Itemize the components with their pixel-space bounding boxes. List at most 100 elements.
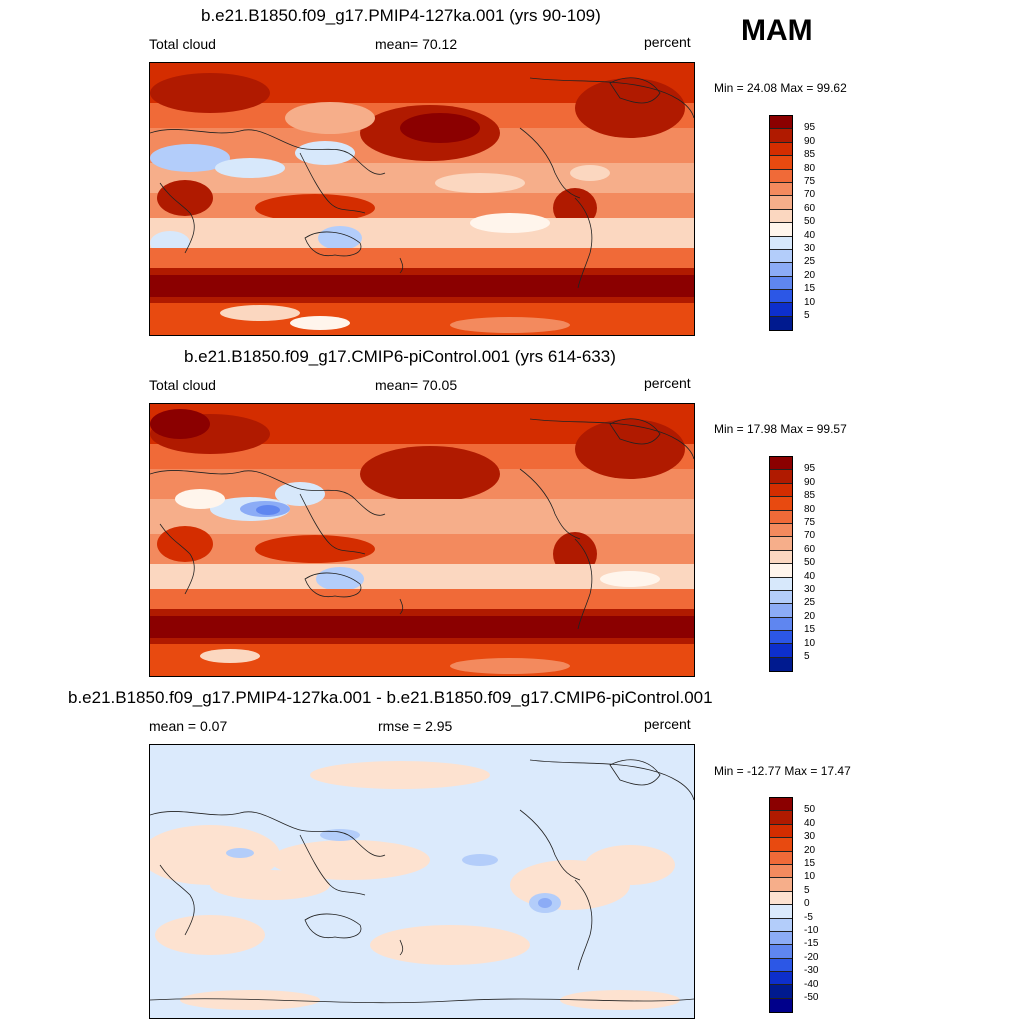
colorbar-tick-label: -15 bbox=[804, 938, 819, 950]
colorbar-tick-label: -40 bbox=[804, 978, 819, 990]
colorbar-swatch bbox=[770, 931, 792, 946]
colorbar-swatch bbox=[770, 196, 792, 210]
colorbar-swatch bbox=[770, 142, 792, 157]
panel-2-title: b.e21.B1850.f09_g17.CMIP6-piControl.001 … bbox=[184, 347, 616, 366]
colorbar-tick-label: -30 bbox=[804, 965, 819, 977]
colorbar-swatch bbox=[770, 985, 792, 999]
colorbar-tick-label: -50 bbox=[804, 992, 819, 1003]
colorbar-swatch bbox=[770, 905, 792, 919]
colorbar-swatch bbox=[770, 263, 792, 277]
colorbar-swatch bbox=[770, 657, 792, 672]
colorbar-swatch bbox=[770, 824, 792, 839]
colorbar-swatch bbox=[770, 523, 792, 538]
colorbar-swatch bbox=[770, 116, 792, 130]
colorbar-tick-label: 85 bbox=[804, 149, 816, 161]
panel-1-map bbox=[149, 62, 695, 336]
panel-3-mean-label: mean = 0.07 bbox=[149, 718, 228, 734]
colorbar-swatch bbox=[770, 604, 792, 618]
colorbar-tick-label: 15 bbox=[804, 624, 816, 636]
colorbar-tick-label: 90 bbox=[804, 135, 816, 147]
colorbar-tick-label: 95 bbox=[804, 463, 816, 475]
colorbar-tick-label: 30 bbox=[804, 831, 816, 843]
colorbar-swatch bbox=[770, 564, 792, 578]
colorbar-tick-label: 30 bbox=[804, 584, 816, 595]
colorbar-swatch bbox=[770, 945, 792, 959]
colorbar-tick-label: -20 bbox=[804, 951, 819, 963]
colorbar-swatch bbox=[770, 182, 792, 197]
colorbar-tick-label: 20 bbox=[804, 269, 816, 281]
colorbar-swatch bbox=[770, 590, 792, 605]
panel-3-map-field bbox=[150, 745, 694, 1018]
colorbar-swatch bbox=[770, 918, 792, 932]
colorbar-swatch bbox=[770, 617, 792, 632]
colorbar-tick-label: 70 bbox=[804, 530, 816, 542]
colorbar-swatch bbox=[770, 798, 792, 812]
colorbar-swatch bbox=[770, 276, 792, 291]
colorbar-tick-label: 5 bbox=[804, 310, 810, 321]
panel-1-colorbar bbox=[769, 115, 793, 332]
colorbar-tick-label: 75 bbox=[804, 176, 816, 187]
colorbar-swatch bbox=[770, 483, 792, 498]
colorbar-swatch bbox=[770, 470, 792, 484]
colorbar-tick-label: 5 bbox=[804, 884, 810, 896]
colorbar-swatch bbox=[770, 838, 792, 852]
colorbar-swatch bbox=[770, 644, 792, 658]
colorbar-tick-label: 60 bbox=[804, 543, 816, 555]
colorbar-swatch bbox=[770, 510, 792, 524]
panel-1-title: b.e21.B1850.f09_g17.PMIP4-127ka.001 (yrs… bbox=[201, 6, 601, 25]
panel-1-minmax: Min = 24.08 Max = 99.62 bbox=[714, 81, 847, 95]
colorbar-tick-label: 40 bbox=[804, 817, 816, 829]
colorbar-swatch bbox=[770, 878, 792, 892]
colorbar-swatch bbox=[770, 169, 792, 183]
colorbar-tick-label: -10 bbox=[804, 925, 819, 936]
panel-1-mean-label: mean= 70.12 bbox=[375, 36, 458, 52]
panel-1-variable-label: Total cloud bbox=[149, 36, 216, 52]
colorbar-swatch bbox=[770, 550, 792, 565]
colorbar-swatch bbox=[770, 249, 792, 264]
colorbar-swatch bbox=[770, 537, 792, 551]
colorbar-tick-label: 80 bbox=[804, 162, 816, 174]
panel-2-map bbox=[149, 403, 695, 677]
colorbar-tick-label: -5 bbox=[804, 911, 813, 923]
colorbar-tick-label: 20 bbox=[804, 844, 816, 856]
panel-3-units-label: percent bbox=[644, 716, 691, 732]
colorbar-tick-label: 40 bbox=[804, 229, 816, 241]
colorbar-tick-label: 5 bbox=[804, 651, 810, 662]
panel-3-map bbox=[149, 744, 695, 1019]
colorbar-tick-label: 25 bbox=[804, 256, 816, 268]
colorbar-swatch bbox=[770, 156, 792, 170]
colorbar-swatch bbox=[770, 851, 792, 865]
colorbar-tick-label: 10 bbox=[804, 871, 816, 883]
colorbar-swatch bbox=[770, 497, 792, 511]
colorbar-swatch bbox=[770, 972, 792, 986]
panel-2-colorbar bbox=[769, 456, 793, 673]
panel-1-units-label: percent bbox=[644, 34, 691, 50]
colorbar-tick-label: 25 bbox=[804, 597, 816, 609]
colorbar-swatch bbox=[770, 811, 792, 825]
colorbar-tick-label: 95 bbox=[804, 122, 816, 134]
colorbar-swatch bbox=[770, 129, 792, 143]
colorbar-tick-label: 85 bbox=[804, 490, 816, 502]
colorbar-tick-label: 80 bbox=[804, 503, 816, 515]
colorbar-tick-label: 90 bbox=[804, 476, 816, 488]
colorbar-tick-label: 10 bbox=[804, 296, 816, 308]
panel-3-minmax: Min = -12.77 Max = 17.47 bbox=[714, 764, 851, 778]
panel-3-colorbar bbox=[769, 797, 793, 1014]
colorbar-swatch bbox=[770, 457, 792, 471]
colorbar-tick-label: 75 bbox=[804, 517, 816, 528]
colorbar-swatch bbox=[770, 316, 792, 331]
colorbar-tick-label: 10 bbox=[804, 637, 816, 649]
colorbar-tick-label: 15 bbox=[804, 283, 816, 295]
panel-2-units-label: percent bbox=[644, 375, 691, 391]
colorbar-swatch bbox=[770, 958, 792, 973]
panel-3-rmse-label: rmse = 2.95 bbox=[378, 718, 453, 734]
colorbar-swatch bbox=[770, 577, 792, 591]
season-label: MAM bbox=[741, 14, 813, 47]
panel-1-map-field bbox=[150, 63, 694, 335]
colorbar-tick-label: 50 bbox=[804, 804, 816, 816]
colorbar-swatch bbox=[770, 303, 792, 317]
panel-2-minmax: Min = 17.98 Max = 99.57 bbox=[714, 422, 847, 436]
colorbar-swatch bbox=[770, 891, 792, 906]
colorbar-swatch bbox=[770, 631, 792, 645]
colorbar-swatch bbox=[770, 209, 792, 224]
